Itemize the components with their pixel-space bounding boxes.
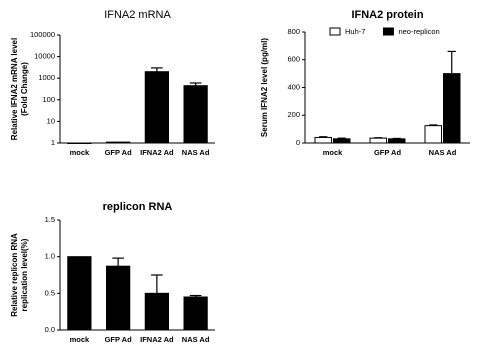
- x-tick-label: mock: [70, 335, 90, 344]
- bar: [183, 85, 208, 144]
- legend-swatch: [382, 27, 394, 36]
- y-axis-label: (Fold Change): [20, 62, 29, 116]
- y-axis-label: Relative IFNA2 mRNA level: [10, 38, 19, 140]
- x-tick-label: mock: [323, 148, 343, 157]
- x-tick-label: IFNA2 Ad: [140, 335, 174, 344]
- y-tick-label: 400: [287, 82, 300, 91]
- y-tick-label: 600: [287, 55, 300, 64]
- x-tick-label: mock: [70, 148, 90, 157]
- bar: [144, 71, 169, 144]
- x-tick-label: NAS Ad: [182, 148, 210, 157]
- y-tick-label: 1.5: [45, 215, 55, 224]
- chart-title: replicon RNA: [103, 201, 173, 213]
- y-tick-label: 10000: [34, 52, 55, 61]
- y-tick-label: 0: [296, 138, 300, 147]
- chart-title: IFNA2 protein: [351, 9, 423, 21]
- bar: [67, 142, 92, 144]
- x-tick-label: IFNA2 Ad: [140, 148, 174, 157]
- y-tick-label: 1: [51, 138, 55, 147]
- y-tick-label: 200: [287, 110, 300, 119]
- y-axis-label: Relative replicon RNA: [10, 233, 19, 317]
- bar: [183, 296, 208, 331]
- bar: [314, 136, 332, 144]
- chart-title: IFNA2 mRNA: [104, 9, 171, 21]
- legend-label: neo-replicon: [398, 27, 439, 36]
- bar: [106, 141, 131, 144]
- legend-label: Huh-7: [345, 27, 365, 36]
- y-axis-label: Serum IFNA2 level (pg/ml): [260, 38, 269, 137]
- y-tick-label: 1.0: [45, 252, 55, 261]
- x-tick-label: NAS Ad: [429, 148, 457, 157]
- y-tick-label: 0.0: [45, 325, 55, 334]
- bar: [333, 138, 351, 144]
- bar: [369, 137, 387, 144]
- bar: [388, 138, 406, 144]
- legend-swatch: [329, 27, 341, 36]
- bar: [67, 256, 92, 331]
- x-tick-label: GFP Ad: [105, 335, 133, 344]
- y-axis-label: replication level(%): [20, 238, 29, 311]
- bar: [424, 125, 442, 144]
- y-tick-label: 800: [287, 27, 300, 36]
- bar: [106, 265, 131, 331]
- y-tick-label: 0.5: [45, 288, 55, 297]
- x-tick-label: GFP Ad: [105, 148, 133, 157]
- x-tick-label: GFP Ad: [374, 148, 402, 157]
- y-tick-label: 1000: [38, 73, 55, 82]
- y-tick-label: 100: [42, 95, 55, 104]
- x-tick-label: NAS Ad: [182, 335, 210, 344]
- bar: [144, 292, 169, 331]
- y-tick-label: 10: [47, 116, 55, 125]
- bar: [443, 73, 461, 144]
- y-tick-label: 100000: [30, 30, 55, 39]
